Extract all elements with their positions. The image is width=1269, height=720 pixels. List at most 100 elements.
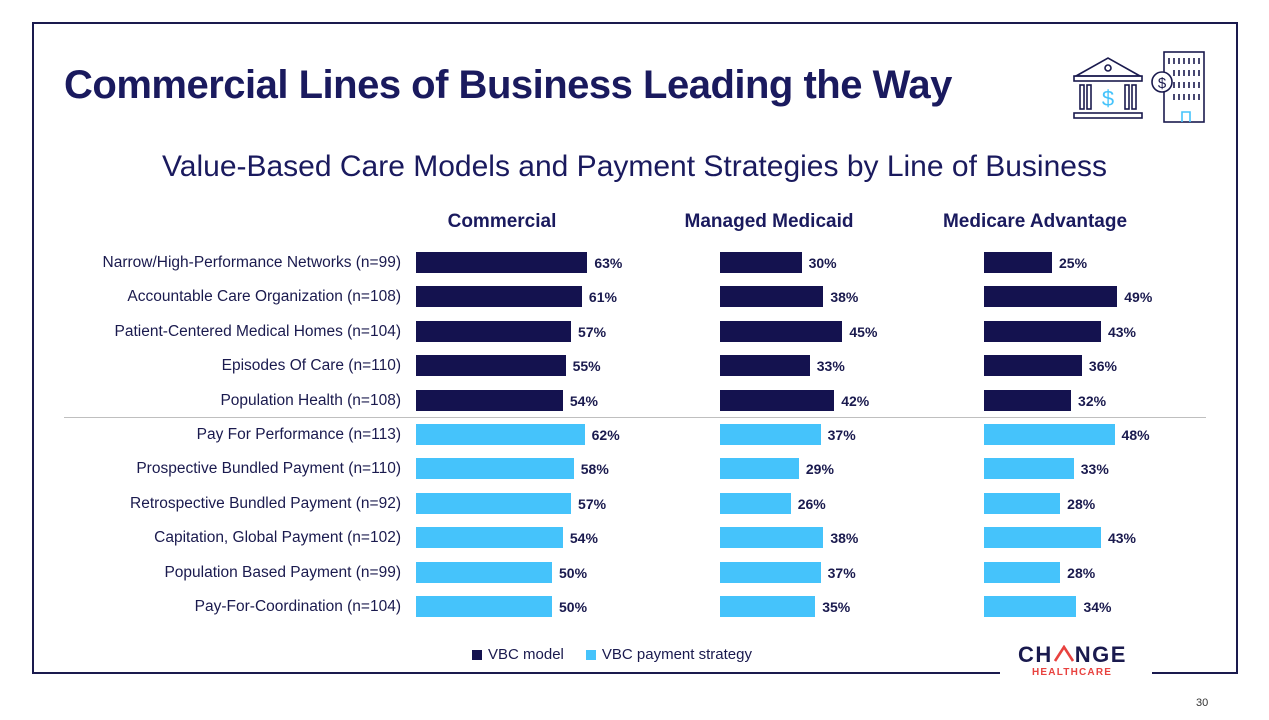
data-label: 32%	[1078, 392, 1107, 409]
data-label: 37%	[827, 564, 856, 581]
bar-commercial	[416, 561, 552, 583]
data-label: 48%	[1121, 427, 1150, 443]
legend-label: VBC model	[488, 646, 564, 663]
data-label: 57%	[578, 495, 607, 512]
legend-item-vbc-payment-strategy: VBC payment strategy	[585, 646, 752, 663]
bar-managed-medicaid	[720, 286, 824, 308]
data-label: 28%	[1067, 495, 1096, 512]
data-label: 61%	[588, 289, 617, 306]
category-label: Accountable Care Organization (n=108)	[127, 288, 401, 306]
category-label: Narrow/High-Performance Networks (n=99)	[102, 254, 401, 271]
data-label: 49%	[1124, 289, 1153, 306]
bank-building-icon: $	[1072, 57, 1144, 119]
bar-commercial	[416, 527, 563, 549]
bar-medicare-advantage	[984, 458, 1074, 480]
data-label: 58%	[580, 461, 609, 478]
bar-medicare-advantage	[984, 286, 1118, 308]
data-label: 42%	[841, 392, 870, 409]
category-label: Capitation, Global Payment (n=102)	[154, 529, 401, 547]
bar-commercial	[416, 355, 566, 377]
bar-medicare-advantage	[984, 252, 1052, 273]
logo-text-pre: CH	[1018, 642, 1053, 667]
category-label: Population Health (n=108)	[220, 391, 401, 409]
data-label: 28%	[1067, 564, 1096, 581]
category-label: Pay-For-Coordination (n=104)	[194, 598, 401, 615]
category-label: Retrospective Bundled Payment (n=92)	[130, 494, 401, 512]
data-label: 57%	[578, 323, 607, 340]
category-label: Prospective Bundled Payment (n=110)	[136, 460, 401, 478]
category-label: Pay For Performance (n=113)	[196, 426, 401, 443]
category-label: Episodes Of Care (n=110)	[221, 357, 401, 375]
bar-managed-medicaid	[720, 355, 810, 377]
bar-managed-medicaid	[720, 252, 802, 273]
data-label: 26%	[797, 495, 826, 512]
series-header-medicare-advantage: Medicare Advantage	[942, 211, 1128, 232]
chart-legend: VBC model VBC payment strategy	[472, 646, 774, 663]
chart-title: Value-Based Care Models and Payment Stra…	[162, 150, 1107, 183]
data-label: 50%	[559, 564, 588, 581]
data-label: 35%	[822, 599, 851, 615]
legend-item-vbc-model: VBC model	[472, 646, 564, 663]
group-divider	[64, 417, 1206, 418]
change-healthcare-logo: CH NGE	[1018, 642, 1127, 668]
logo-text-post: NGE	[1074, 642, 1127, 667]
data-label: 62%	[591, 427, 620, 443]
data-label: 45%	[849, 323, 878, 340]
data-label: 63%	[594, 255, 623, 271]
data-label: 33%	[816, 358, 845, 375]
svg-text:$: $	[1158, 75, 1167, 92]
bar-managed-medicaid	[720, 596, 816, 617]
bar-managed-medicaid	[720, 561, 821, 583]
logo-tagline: HEALTHCARE	[1032, 667, 1113, 678]
slide-frame	[32, 22, 1238, 674]
data-label: 29%	[805, 461, 834, 478]
series-header-managed-medicaid: Managed Medicaid	[684, 211, 854, 232]
svg-text:$: $	[1102, 86, 1114, 111]
category-label: Population Based Payment (n=99)	[164, 563, 401, 581]
bar-medicare-advantage	[984, 596, 1077, 617]
data-label: 38%	[830, 289, 859, 306]
data-label: 25%	[1059, 255, 1088, 271]
bar-commercial	[416, 389, 563, 411]
slide-title: Commercial Lines of Business Leading the…	[64, 63, 952, 107]
data-label: 33%	[1080, 461, 1109, 478]
data-label: 43%	[1107, 530, 1136, 547]
page-number: 30	[1196, 697, 1209, 709]
bar-managed-medicaid	[720, 458, 799, 480]
category-label: Patient-Centered Medical Homes (n=104)	[114, 322, 401, 340]
data-label: 54%	[569, 530, 598, 547]
bar-managed-medicaid	[720, 424, 821, 445]
bar-commercial	[416, 458, 574, 480]
data-label: 34%	[1083, 599, 1112, 615]
office-building-icon: $	[1151, 51, 1205, 123]
bar-medicare-advantage	[984, 561, 1061, 583]
data-label: 30%	[808, 255, 837, 271]
data-label: 38%	[830, 530, 859, 547]
bar-commercial	[416, 424, 585, 445]
data-label: 55%	[572, 358, 601, 375]
bar-medicare-advantage	[984, 355, 1082, 377]
data-label: 50%	[559, 599, 588, 615]
legend-label: VBC payment strategy	[601, 646, 752, 663]
series-header-commercial: Commercial	[447, 211, 557, 232]
logo-triangle-icon	[1053, 644, 1074, 662]
bar-medicare-advantage	[984, 424, 1115, 445]
bar-managed-medicaid	[720, 492, 791, 514]
bar-medicare-advantage	[984, 492, 1061, 514]
bar-managed-medicaid	[720, 389, 835, 411]
legend-swatch-vbc-payment-strategy	[585, 649, 596, 660]
bar-medicare-advantage	[984, 389, 1072, 411]
data-label: 36%	[1088, 358, 1117, 375]
bar-medicare-advantage	[984, 320, 1101, 342]
bar-commercial	[416, 252, 588, 273]
bar-commercial	[416, 596, 552, 617]
bar-managed-medicaid	[720, 320, 843, 342]
data-label: 37%	[827, 427, 856, 443]
bar-managed-medicaid	[720, 527, 824, 549]
data-label: 43%	[1107, 323, 1136, 340]
legend-swatch-vbc-model	[472, 649, 482, 660]
bar-commercial	[416, 320, 572, 342]
bar-medicare-advantage	[984, 527, 1101, 549]
data-label: 54%	[569, 392, 598, 409]
frame-gap	[1000, 668, 1152, 682]
